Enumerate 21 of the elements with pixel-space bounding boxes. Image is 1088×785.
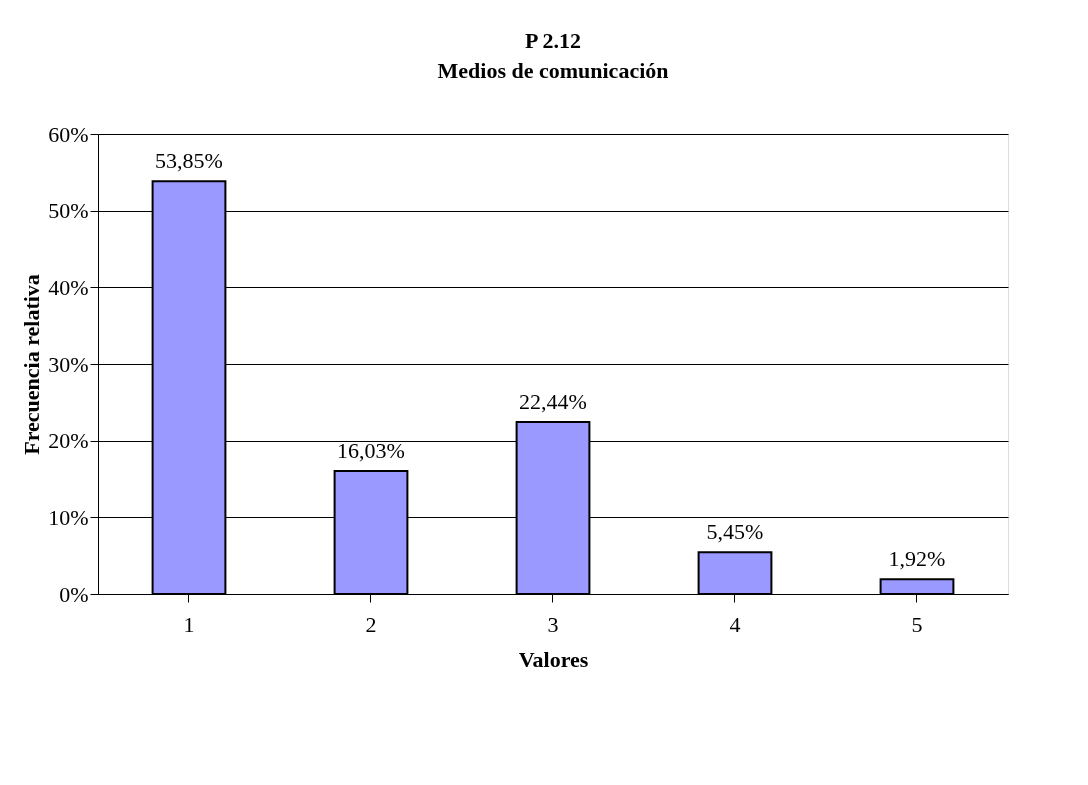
chart-subtitle: Medios de comunicación [437, 58, 669, 83]
data-label: 22,44% [519, 388, 587, 414]
y-axis-title: Frecuencia relativa [19, 274, 45, 455]
data-label: 5,45% [706, 519, 764, 545]
y-tick-label: 50% [48, 198, 89, 224]
x-tick-label: 1 [183, 611, 195, 637]
y-tick-label: 0% [59, 581, 89, 607]
chart-title: P 2.12 [524, 28, 582, 53]
x-axis-title: Valores [518, 646, 589, 672]
x-tick-label: 5 [911, 611, 923, 637]
x-tick-label: 2 [365, 611, 377, 637]
y-tick-label: 60% [48, 121, 89, 147]
data-label: 1,92% [888, 546, 946, 572]
data-label: 16,03% [337, 438, 405, 464]
y-tick-label: 40% [48, 274, 89, 300]
x-tick-label: 3 [547, 611, 559, 637]
y-tick-label: 20% [48, 428, 89, 454]
y-tick-label: 10% [48, 504, 89, 530]
data-label: 53,85% [155, 148, 223, 174]
x-tick-label: 4 [729, 611, 741, 637]
y-tick-label: 30% [48, 351, 89, 377]
